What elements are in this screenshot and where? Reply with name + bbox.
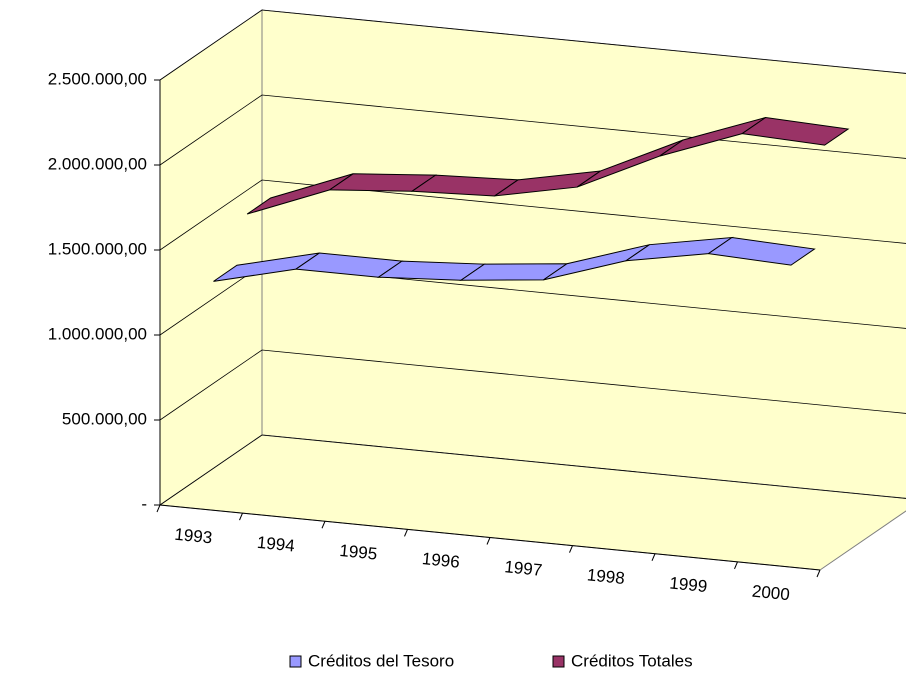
ribbon-segment [740, 116, 850, 146]
ribbon-segment [707, 236, 816, 266]
legend-label: Créditos del Tesoro [308, 651, 454, 670]
x-tick-label: 2000 [751, 582, 791, 605]
x-tick [156, 504, 161, 513]
side-wall [159, 9, 263, 506]
x-tick-label: 1999 [669, 574, 709, 597]
x-tick-label: 1995 [339, 541, 379, 564]
y-tick-label: 500.000,00 [62, 409, 147, 428]
x-tick [404, 529, 408, 537]
x-tick [651, 553, 656, 561]
legend-swatch [289, 655, 302, 668]
x-tick-label: 1997 [504, 557, 544, 580]
y-tick-label: 2.500.000,00 [48, 69, 147, 88]
x-tick [321, 521, 326, 529]
legend-swatch [552, 655, 565, 668]
x-tick-label: 1998 [586, 565, 626, 588]
y-tick-label: 1.000.000,00 [48, 324, 147, 343]
x-tick-label: 1993 [174, 525, 214, 548]
grid-line [159, 179, 906, 251]
y-tick-label: 1.500.000,00 [48, 239, 147, 258]
x-tick [239, 512, 243, 521]
x-tick [486, 537, 491, 545]
back-wall [261, 9, 906, 499]
grid-line [159, 9, 906, 81]
grid-line [159, 434, 906, 506]
legend-label: Créditos Totales [571, 651, 693, 670]
x-tick [734, 561, 738, 570]
x-tick [816, 569, 821, 578]
x-tick [569, 545, 573, 553]
grid-line [159, 349, 906, 421]
x-tick-label: 1996 [421, 549, 461, 572]
y-tick-label: 2.000.000,00 [48, 154, 147, 173]
y-tick-label: - [141, 494, 147, 513]
x-tick-label: 1994 [256, 533, 296, 556]
